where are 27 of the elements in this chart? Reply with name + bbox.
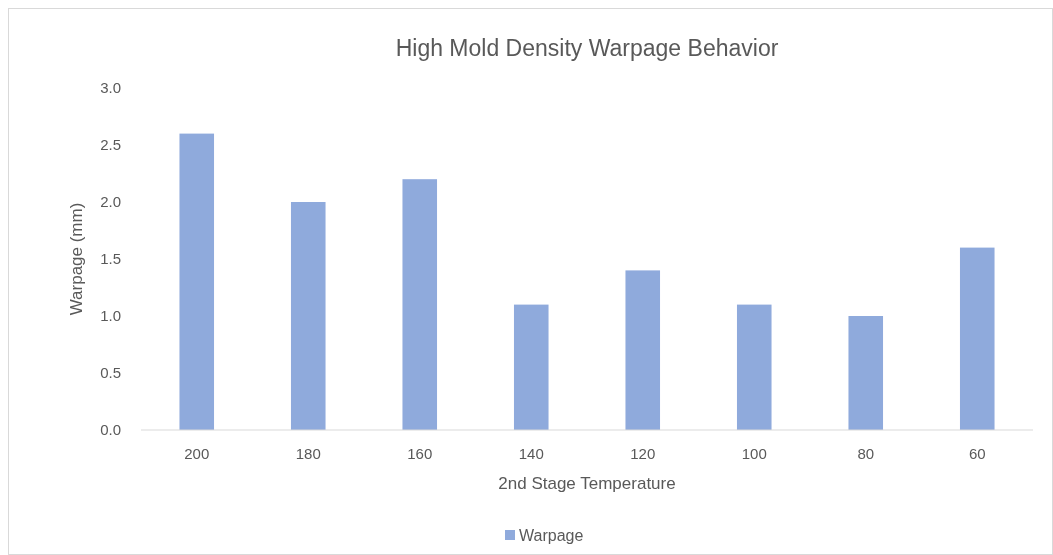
x-tick-label: 200 xyxy=(184,445,210,462)
y-tick-label: 0.5 xyxy=(100,364,121,382)
x-tick-label: 160 xyxy=(407,445,433,462)
bar xyxy=(402,179,438,430)
x-tick-label: 80 xyxy=(857,445,875,462)
bar xyxy=(736,304,772,430)
bar xyxy=(848,316,884,430)
bar xyxy=(625,270,661,430)
y-tick-label: 3.0 xyxy=(100,79,121,97)
y-tick-label: 1.0 xyxy=(100,307,121,325)
bar xyxy=(179,133,215,430)
chart-title: High Mold Density Warpage Behavior xyxy=(395,35,779,61)
y-axis-title: Warpage (mm) xyxy=(67,202,86,316)
bar xyxy=(959,247,995,430)
x-tick-label: 120 xyxy=(630,445,656,462)
y-tick-label: 2.0 xyxy=(100,193,121,211)
x-axis-title: 2nd Stage Temperature xyxy=(498,474,676,493)
y-tick-label: 1.5 xyxy=(100,250,121,268)
x-tick-label: 140 xyxy=(518,445,544,462)
bar xyxy=(513,304,549,430)
bar xyxy=(290,202,326,430)
x-tick-label: 100 xyxy=(741,445,767,462)
legend-label: Warpage xyxy=(519,526,584,544)
y-tick-label: 2.5 xyxy=(100,136,121,154)
y-tick-label: 0.0 xyxy=(100,421,121,439)
x-tick-label: 180 xyxy=(295,445,321,462)
x-tick-label: 60 xyxy=(968,445,986,462)
